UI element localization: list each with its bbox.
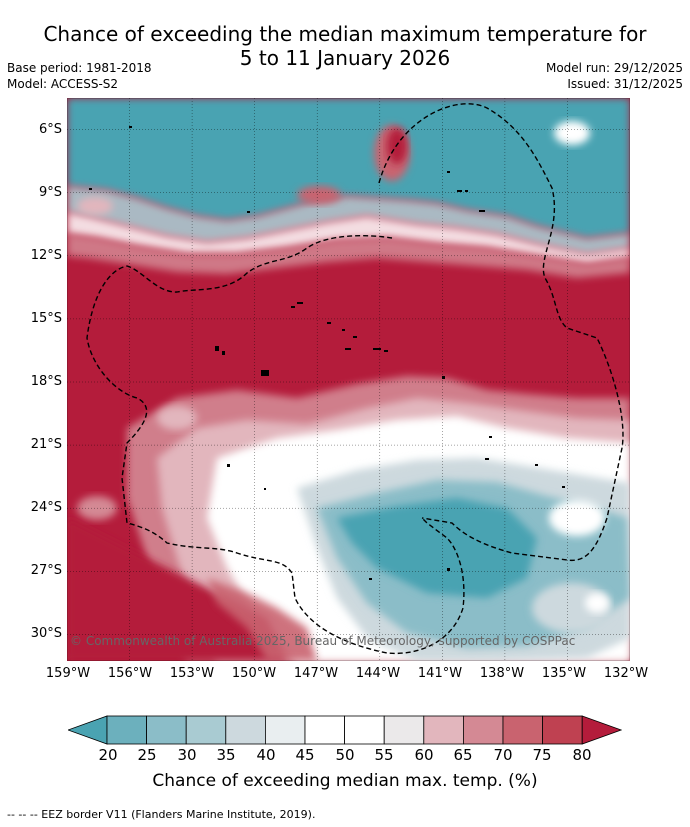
lon-label: 159°W [45, 666, 91, 681]
region-north-low [67, 98, 630, 238]
lat-label: 27°S [30, 563, 62, 578]
region-southwest-high [67, 518, 287, 661]
colorbar-tick: 40 [256, 746, 276, 764]
base-period: Base period: 1981-2018 [7, 61, 152, 75]
colorbar-cell [502, 715, 543, 745]
lon-label: 156°W [107, 666, 153, 681]
lat-label: 30°S [30, 626, 62, 641]
lon-label: 144°W [355, 666, 401, 681]
meta-right: Model run: 29/12/2025 Issued: 31/12/2025 [546, 60, 683, 92]
colorbar-cell [106, 715, 147, 745]
colorbar-cell [225, 715, 266, 745]
colorbar-tick: 70 [493, 746, 513, 764]
colorbar-cell [304, 715, 345, 745]
lon-label: 141°W [417, 666, 463, 681]
colorbar-tick: 80 [572, 746, 592, 764]
band-north-50 [67, 212, 630, 264]
colorbar-cell [383, 715, 425, 745]
colorbar-tick: 65 [453, 746, 473, 764]
lat-label: 15°S [30, 311, 62, 326]
title-line-2: 5 to 11 January 2026 [239, 46, 451, 70]
colorbar-cell [185, 715, 227, 745]
graticule [67, 98, 630, 661]
colorbar-tick: 30 [177, 746, 197, 764]
lat-label: 21°S [30, 437, 62, 452]
map-title: Chance of exceeding the median maximum t… [0, 22, 690, 70]
colorbar-cell [462, 715, 504, 745]
lon-label: 135°W [541, 666, 587, 681]
colorbar-cell [344, 715, 385, 745]
colorbar-tick: 55 [374, 746, 394, 764]
colorbar-label: Chance of exceeding median max. temp. (%… [152, 771, 538, 791]
meta-left: Base period: 1981-2018 Model: ACCESS-S2 [7, 60, 152, 92]
colorbar-tick: 60 [414, 746, 434, 764]
colorbar-cell [264, 715, 306, 745]
lon-label: 138°W [479, 666, 525, 681]
colorbar-tick: 75 [532, 746, 552, 764]
colorbar-tick: 25 [137, 746, 157, 764]
colorbar-tick: 20 [98, 746, 118, 764]
lat-label: 24°S [30, 500, 62, 515]
colorbar-tick: 50 [335, 746, 355, 764]
model-name: Model: ACCESS-S2 [7, 77, 119, 91]
issued-date: Issued: 31/12/2025 [567, 77, 683, 91]
lon-label: 153°W [169, 666, 215, 681]
eez-marquesas [378, 103, 624, 562]
eez-tuamotu-west [86, 235, 465, 655]
lat-label: 9°S [38, 185, 62, 200]
probability-map [67, 98, 630, 661]
lat-label: 18°S [30, 374, 62, 389]
islands [89, 126, 565, 580]
footer-note: -- -- -- EEZ border V11 (Flanders Marine… [7, 808, 316, 821]
lon-label: 132°W [603, 666, 649, 681]
copyright-credit: © Commonwealth of Australia 2025, Bureau… [70, 634, 576, 648]
band-north-30 [67, 186, 630, 254]
model-run: Model run: 29/12/2025 [545, 61, 683, 75]
eez-borders [86, 103, 624, 655]
lat-label: 12°S [30, 248, 62, 263]
title-line-1: Chance of exceeding the median maximum t… [43, 22, 647, 46]
lon-label: 147°W [293, 666, 339, 681]
colorbar-cell [146, 715, 187, 745]
lat-label: 6°S [38, 122, 62, 137]
colorbar-tick: 35 [216, 746, 236, 764]
colorbar [68, 715, 622, 745]
colorbar-extend-low [68, 715, 108, 745]
colorbar-extend-high [581, 715, 622, 745]
colorbar-tick: 45 [295, 746, 315, 764]
band-south-20 [337, 498, 537, 598]
colorbar-cell [423, 715, 464, 745]
colorbar-cell [542, 715, 583, 745]
lon-label: 150°W [231, 666, 277, 681]
band-north-70 [67, 234, 630, 278]
